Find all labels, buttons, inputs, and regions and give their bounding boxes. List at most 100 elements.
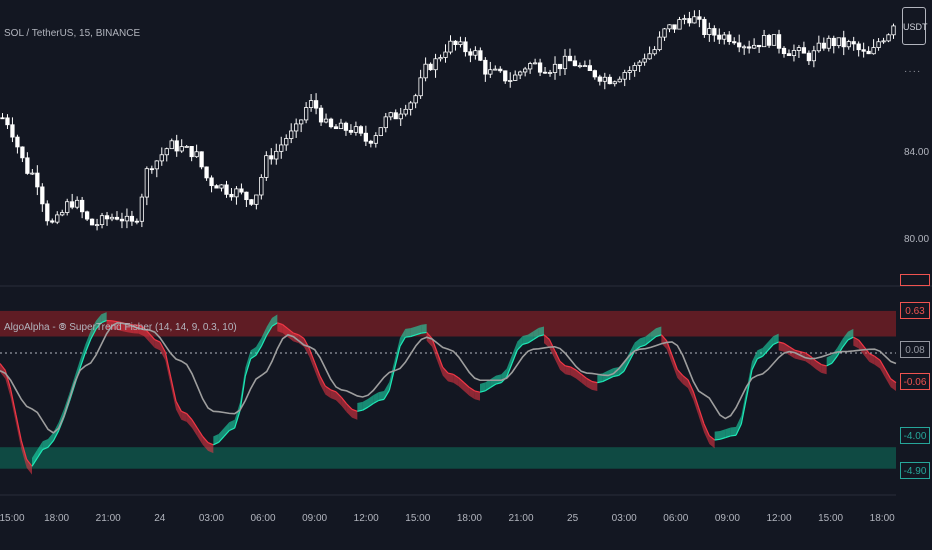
candle — [408, 100, 413, 116]
fisher-segment — [223, 430, 230, 437]
fisher-band-up — [245, 350, 251, 377]
fisher-band-up — [224, 422, 230, 437]
fisher-band-down — [672, 355, 678, 378]
fisher-segment — [490, 383, 497, 388]
candle — [871, 39, 876, 55]
fisher-segment — [474, 390, 481, 393]
candle — [846, 39, 851, 50]
fisher-band-down — [709, 435, 715, 449]
fisher-segment — [266, 325, 273, 336]
fisher-band-up — [517, 336, 523, 350]
fisher-segment — [298, 334, 305, 339]
fisher-band-down — [320, 376, 326, 395]
candle — [318, 105, 324, 126]
fisher-segment — [692, 391, 700, 408]
candle — [861, 42, 866, 58]
candle — [821, 37, 826, 51]
candle — [393, 109, 398, 120]
candle — [607, 74, 612, 85]
fisher-segment — [447, 372, 454, 375]
candle — [503, 70, 508, 84]
candle — [498, 66, 503, 73]
candle — [672, 24, 677, 33]
candle — [10, 117, 15, 143]
fisher-band-up — [773, 333, 779, 345]
fisher-band-up — [720, 429, 726, 440]
fisher-band-down — [181, 411, 187, 422]
fisher-segment — [399, 336, 406, 347]
price-tag-0.08: 0.08 — [900, 341, 930, 358]
candle — [552, 56, 558, 80]
fisher-segment — [708, 435, 716, 441]
fisher-band-down — [853, 337, 859, 349]
time-label: 21:00 — [95, 513, 121, 524]
candle — [194, 144, 199, 158]
fisher-segment — [671, 354, 678, 370]
fisher-band-up — [640, 336, 646, 347]
currency-button[interactable]: USDT — [902, 7, 928, 45]
fisher-band-down — [458, 377, 464, 391]
fisher-band-up — [618, 362, 624, 376]
candle — [756, 44, 762, 53]
candle — [523, 66, 528, 77]
fisher-segment — [330, 389, 337, 393]
candle — [602, 72, 607, 90]
candle — [199, 151, 204, 170]
fisher-band-down — [176, 401, 182, 420]
candle — [134, 218, 140, 225]
candle — [259, 174, 264, 200]
fisher-segment — [175, 400, 182, 412]
candle — [796, 45, 802, 58]
fisher-band-up — [421, 324, 427, 334]
candle — [388, 111, 393, 121]
fisher-segment — [575, 369, 582, 375]
candle — [308, 94, 314, 112]
candle — [164, 147, 169, 162]
fisher-band-up — [848, 328, 854, 340]
fisher-segment — [794, 349, 801, 353]
candle — [15, 134, 20, 154]
fisher-segment — [250, 354, 257, 360]
fisher-band-up — [714, 430, 720, 441]
fisher-segment — [527, 339, 534, 344]
candle — [239, 183, 244, 195]
candle — [761, 29, 767, 48]
fisher-band-down — [677, 369, 683, 384]
fisher-segment — [757, 355, 763, 360]
fisher-segment — [591, 380, 598, 384]
candle — [851, 36, 856, 51]
candle — [289, 123, 294, 144]
price-tag-top-partial — [900, 274, 930, 286]
fisher-segment — [415, 332, 422, 336]
candle — [114, 211, 120, 221]
fisher-segment — [95, 322, 102, 330]
candle — [403, 104, 408, 117]
fisher-segment — [874, 355, 881, 361]
fisher-segment — [735, 423, 742, 436]
fisher-band-down — [885, 369, 891, 388]
fisher-segment — [703, 423, 710, 436]
price-tick-80: 80.00 — [904, 234, 930, 245]
candle — [712, 25, 717, 42]
fisher-segment — [255, 346, 262, 356]
indicator-title[interactable]: AlgoAlpha - ⦾ SuperTrend Fisher (14, 14,… — [4, 322, 237, 333]
candle — [333, 124, 339, 130]
fisher-segment — [287, 328, 294, 334]
fisher-band-up — [400, 328, 406, 347]
fisher-segment — [20, 440, 28, 460]
fisher-segment — [421, 331, 427, 334]
candle — [94, 218, 100, 231]
fisher-band-down — [277, 322, 283, 333]
candle — [786, 49, 792, 57]
fisher-band-up — [608, 368, 614, 380]
fisher-band-up — [736, 415, 742, 436]
candle — [707, 22, 712, 42]
fisher-band-up — [645, 332, 651, 346]
fisher-segment — [101, 319, 107, 324]
candle — [378, 127, 383, 137]
fisher-band-up — [634, 338, 640, 351]
fisher-segment — [687, 379, 694, 392]
time-label: 18:00 — [456, 513, 482, 524]
candle — [657, 31, 662, 52]
